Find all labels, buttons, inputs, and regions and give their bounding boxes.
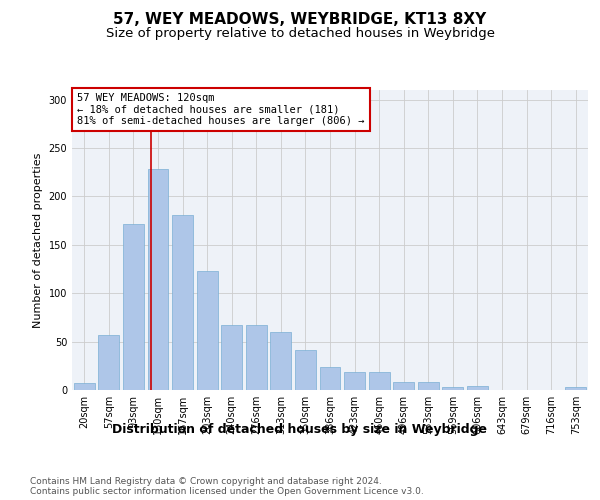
Y-axis label: Number of detached properties: Number of detached properties (33, 152, 43, 328)
Bar (565, 387, 586, 390)
Text: Size of property relative to detached houses in Weybridge: Size of property relative to detached ho… (106, 28, 494, 40)
Text: Contains HM Land Registry data © Crown copyright and database right 2024.: Contains HM Land Registry data © Crown c… (30, 478, 382, 486)
Bar (271, 332, 292, 390)
Bar (344, 372, 365, 390)
Bar (442, 387, 463, 390)
Bar (221, 325, 242, 390)
Bar (246, 325, 267, 390)
Bar (148, 170, 169, 390)
Bar (393, 382, 414, 390)
Bar (197, 271, 218, 390)
Bar (123, 224, 144, 390)
Text: 57, WEY MEADOWS, WEYBRIDGE, KT13 8XY: 57, WEY MEADOWS, WEYBRIDGE, KT13 8XY (113, 12, 487, 28)
Text: 57 WEY MEADOWS: 120sqm
← 18% of detached houses are smaller (181)
81% of semi-de: 57 WEY MEADOWS: 120sqm ← 18% of detached… (77, 93, 365, 126)
Bar (98, 335, 119, 390)
Text: Distribution of detached houses by size in Weybridge: Distribution of detached houses by size … (113, 422, 487, 436)
Bar (74, 383, 95, 390)
Bar (418, 382, 439, 390)
Bar (172, 215, 193, 390)
Bar (295, 350, 316, 390)
Bar (368, 372, 389, 390)
Text: Contains public sector information licensed under the Open Government Licence v3: Contains public sector information licen… (30, 488, 424, 496)
Bar (320, 367, 340, 390)
Bar (467, 386, 488, 390)
